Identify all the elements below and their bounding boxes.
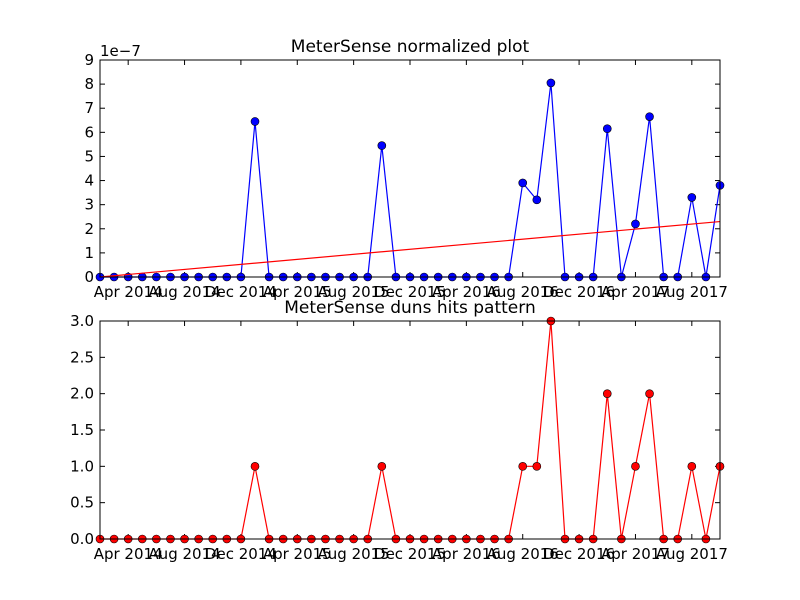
x-tick-label: Aug 2017 bbox=[656, 545, 728, 563]
data-point bbox=[250, 462, 260, 471]
x-tick-label: Aug 2014 bbox=[148, 545, 220, 563]
x-tick-label: Aug 2016 bbox=[487, 283, 559, 301]
x-tick-label: Apr 2015 bbox=[263, 545, 332, 563]
series-line bbox=[100, 320, 721, 540]
x-tick-label: Aug 2017 bbox=[656, 283, 728, 301]
series-line bbox=[99, 220, 721, 278]
data-point bbox=[532, 195, 542, 205]
y-tick-label: 2.5 bbox=[70, 348, 94, 366]
x-tick-label: Apr 2017 bbox=[601, 545, 670, 563]
data-point bbox=[645, 389, 654, 398]
data-point bbox=[532, 462, 542, 471]
data-point bbox=[631, 462, 640, 471]
data-point bbox=[631, 219, 640, 229]
y-tick-label: 5 bbox=[84, 147, 94, 165]
data-point bbox=[377, 462, 387, 471]
y-tick-label: 0 bbox=[84, 268, 94, 286]
data-point bbox=[645, 112, 654, 121]
x-tick-label: Apr 2014 bbox=[94, 545, 163, 563]
y-tick-label: 4 bbox=[84, 172, 94, 190]
y-tick-label: 1.0 bbox=[70, 457, 94, 475]
plot-frame bbox=[99, 59, 721, 278]
x-tick-label: Apr 2016 bbox=[432, 545, 501, 563]
data-point bbox=[602, 124, 612, 134]
x-tick-label: Apr 2015 bbox=[263, 283, 332, 301]
y-tick-label: 8 bbox=[84, 75, 94, 93]
data-point bbox=[518, 462, 528, 471]
chart-title: MeterSense duns hits pattern bbox=[284, 298, 535, 318]
series-line bbox=[100, 82, 721, 278]
x-tick-label: Aug 2016 bbox=[487, 545, 559, 563]
x-tick-label: Dec 2016 bbox=[543, 283, 615, 301]
y-tick-label: 1 bbox=[84, 244, 94, 262]
data-point bbox=[602, 389, 612, 398]
y-tick-label: 6 bbox=[84, 123, 94, 141]
y-tick-label: 2 bbox=[84, 220, 94, 238]
data-point bbox=[377, 141, 387, 150]
data-point bbox=[546, 78, 556, 88]
x-tick-label: Dec 2015 bbox=[374, 545, 446, 563]
offset-text: 1e−7 bbox=[100, 42, 141, 60]
x-tick-label: Aug 2015 bbox=[318, 283, 390, 301]
x-tick-label: Dec 2015 bbox=[374, 283, 446, 301]
data-point bbox=[687, 193, 697, 202]
x-tick-label: Dec 2014 bbox=[205, 283, 277, 301]
x-tick-label: Aug 2014 bbox=[148, 283, 220, 301]
data-point bbox=[250, 117, 260, 126]
x-tick-label: Apr 2014 bbox=[94, 283, 163, 301]
x-tick-label: Apr 2016 bbox=[432, 283, 501, 301]
plot-frame bbox=[99, 320, 721, 540]
y-tick-label: 3.0 bbox=[70, 312, 94, 330]
y-tick-label: 9 bbox=[84, 51, 94, 69]
y-tick-label: 2.0 bbox=[70, 385, 94, 403]
data-point bbox=[687, 462, 697, 471]
x-tick-label: Apr 2017 bbox=[601, 283, 670, 301]
chart-title: MeterSense normalized plot bbox=[291, 37, 530, 57]
y-tick-label: 0.0 bbox=[70, 530, 94, 548]
y-tick-label: 3 bbox=[84, 196, 94, 214]
x-tick-label: Dec 2014 bbox=[205, 545, 277, 563]
y-tick-label: 0.5 bbox=[70, 494, 94, 512]
data-point bbox=[518, 178, 528, 188]
y-tick-label: 1.5 bbox=[70, 421, 94, 439]
x-tick-label: Dec 2016 bbox=[543, 545, 615, 563]
x-tick-label: Aug 2015 bbox=[318, 545, 390, 563]
y-tick-label: 7 bbox=[84, 99, 94, 117]
